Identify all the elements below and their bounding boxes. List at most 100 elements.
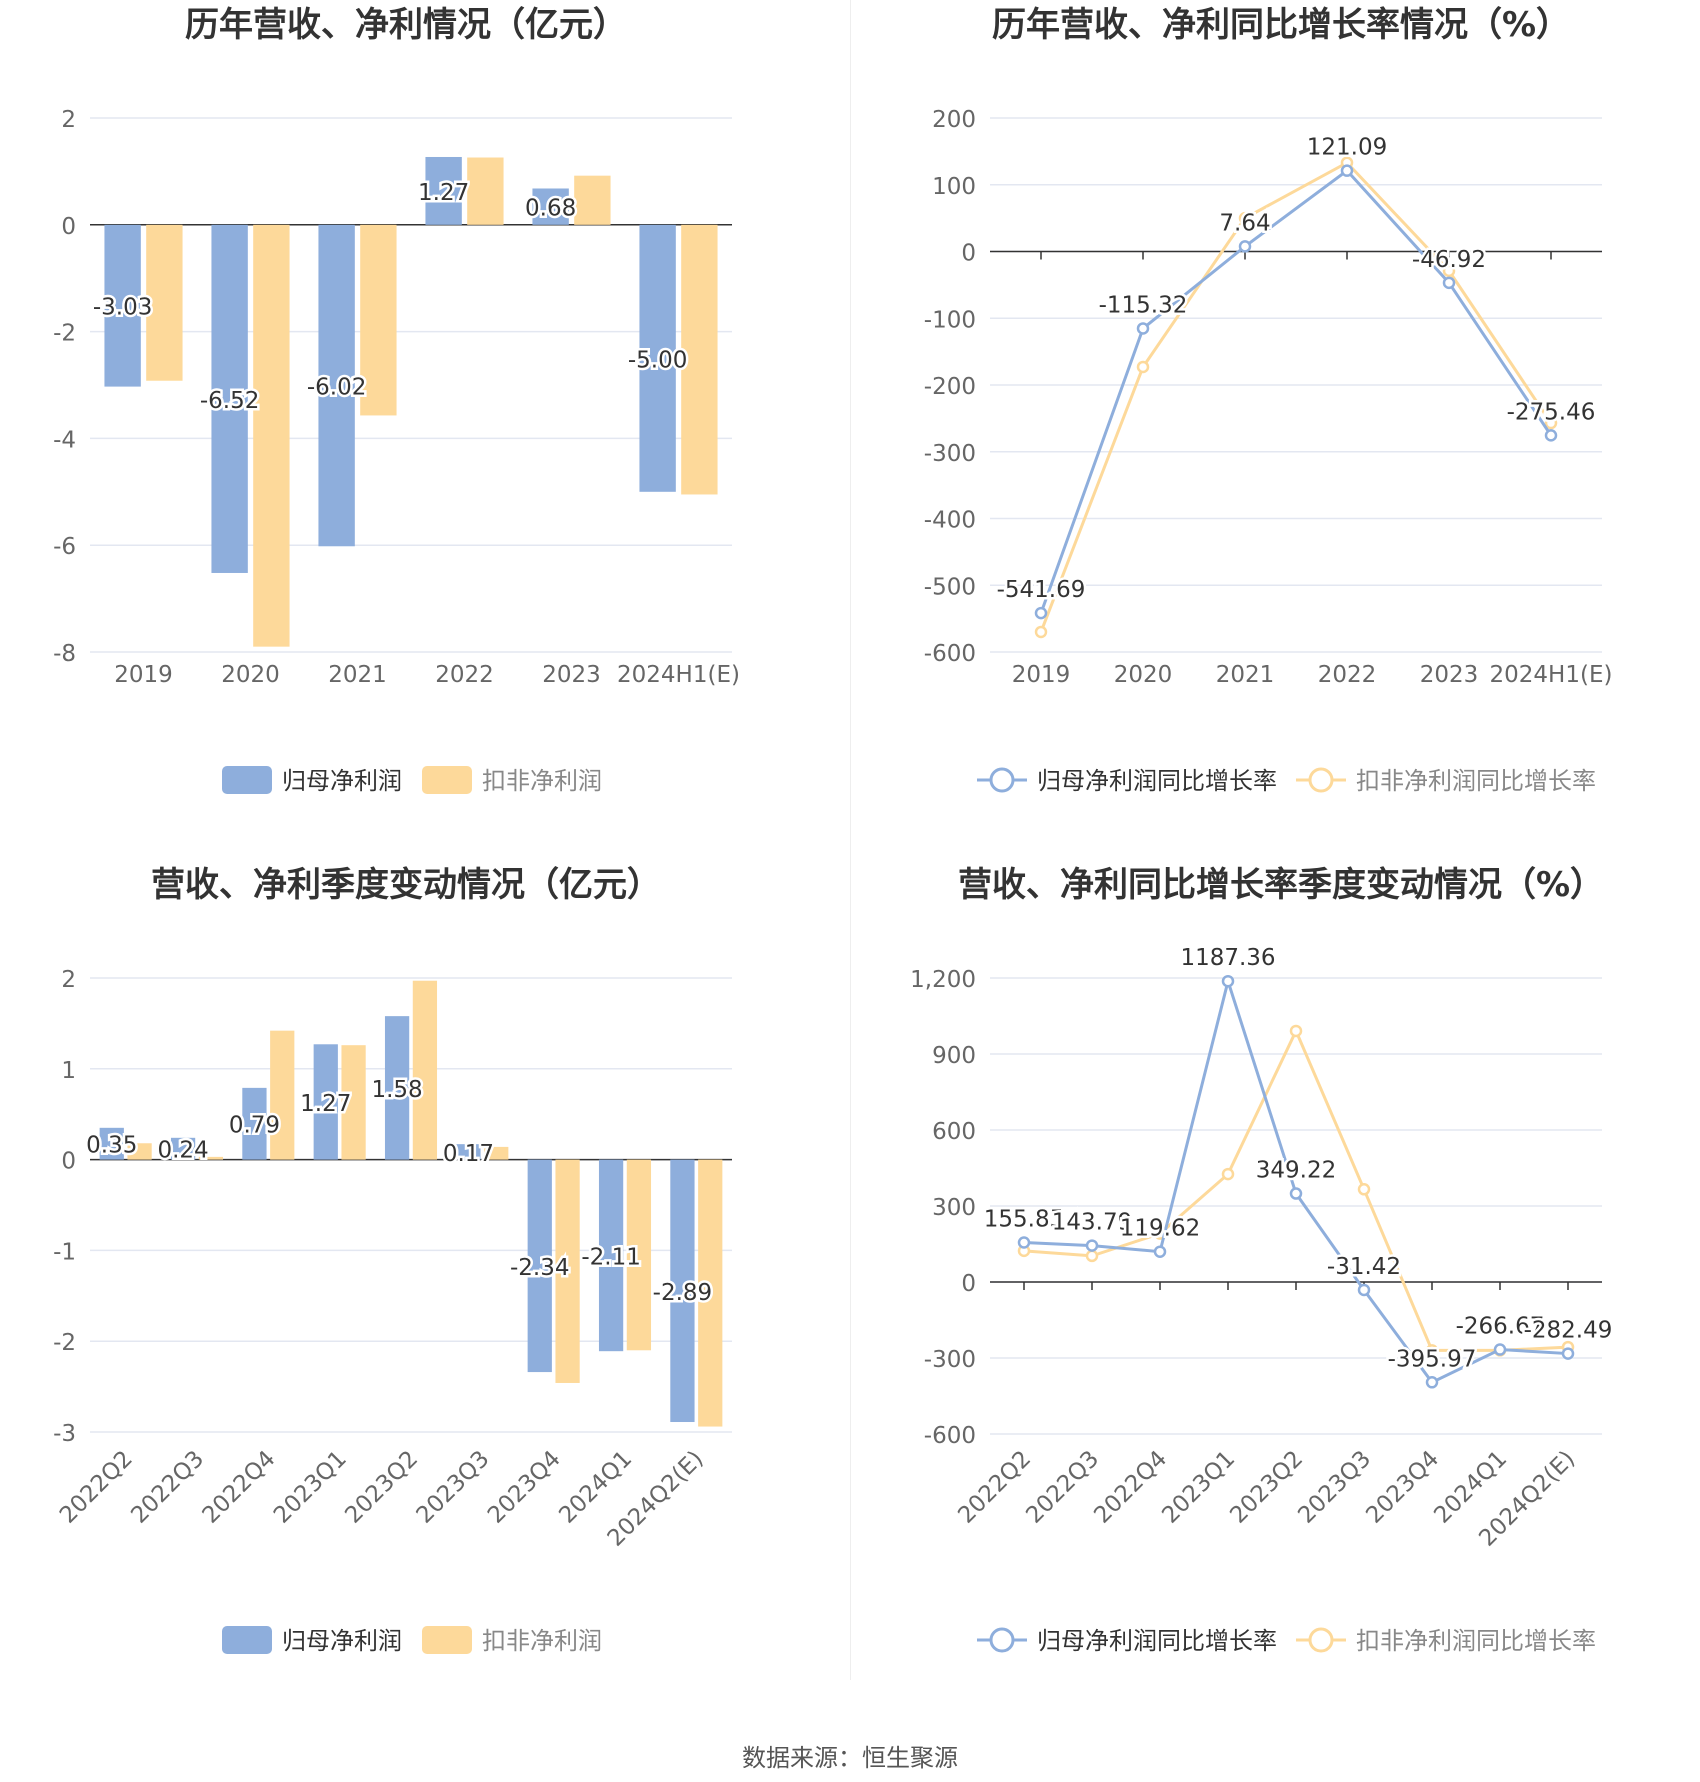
bar <box>456 1144 481 1160</box>
series-point <box>1238 240 1252 253</box>
y-tick-label: 2 <box>61 107 76 133</box>
bar <box>242 1087 267 1160</box>
bar <box>384 1016 410 1160</box>
x-tick-label: 2020 <box>221 662 280 688</box>
x-tick-label: 2024H1(E) <box>617 662 740 688</box>
plot-group: 历年营收、净利同比增长率情况（%） 200 100 0 -100 -200 -300 -400… <box>924 5 1613 795</box>
x-tick-label: 2023Q2 <box>340 1446 423 1529</box>
data-label: 349.22 <box>1256 1158 1336 1184</box>
y-tick-label: 300 <box>932 1195 976 1221</box>
bar <box>670 1159 695 1423</box>
y-tick-label: -8 <box>53 641 76 667</box>
legend-label: 归母净利润 <box>282 1627 402 1655</box>
series-point <box>1493 1343 1507 1356</box>
x-tick-label: 2023 <box>1420 662 1479 688</box>
bar <box>555 1159 580 1383</box>
series-point <box>1425 1344 1439 1357</box>
y-tick-label: -6 <box>53 534 76 560</box>
plot-group: 营收、净利季度变动情况（亿元） 2 1 0 -1 -2 -32022Q22022Q32022… <box>53 865 732 1655</box>
x-tick-label: 2022 <box>1318 662 1377 688</box>
panel-divider <box>850 0 851 1680</box>
x-tick-label: 2023Q4 <box>1361 1446 1444 1529</box>
series-point <box>1034 625 1048 639</box>
series-point <box>1561 1347 1575 1360</box>
series-point <box>1544 429 1558 442</box>
legend-marker <box>989 767 1015 793</box>
bar <box>360 224 397 416</box>
x-tick-label: 2022Q2 <box>55 1446 138 1529</box>
series-point <box>1340 164 1354 177</box>
y-tick-label: 900 <box>932 1043 976 1069</box>
y-tick-label: 2 <box>61 967 76 993</box>
legend-label: 归母净利润 <box>282 767 402 795</box>
data-label: -541.69 <box>997 577 1086 603</box>
x-tick-label: 2023Q1 <box>269 1446 352 1529</box>
bar <box>467 157 504 225</box>
series-point <box>1357 1283 1371 1297</box>
data-label: 0.17 <box>443 1141 494 1167</box>
series-line <box>1039 160 1553 633</box>
chart-title: 历年营收、净利情况（亿元） <box>185 5 627 45</box>
y-tick-label: -600 <box>924 641 976 667</box>
series-line <box>1039 168 1553 614</box>
bar <box>639 224 676 492</box>
x-tick-label: 2022Q2 <box>953 1446 1036 1529</box>
bar <box>698 1159 723 1427</box>
data-label: 7.64 <box>1219 210 1270 236</box>
series-point <box>1136 322 1150 335</box>
chart-quarterly-profit: 营收、净利季度变动情况（亿元） 2 1 0 -1 -2 -3 2022Q2 2022Q3 2022… <box>0 860 850 1720</box>
chart-title: 营收、净利同比增长率季度变动情况（%） <box>958 865 1604 905</box>
bar <box>146 224 183 381</box>
plot-group: 历年营收、净利情况（亿元） 2 0 -2 -4 -6 -8 2019 2020 2021 2022 2… <box>53 5 740 795</box>
y-tick-label: 0 <box>61 214 76 240</box>
y-tick-label: -100 <box>924 307 976 333</box>
x-tick-label: 2022Q4 <box>198 1446 281 1529</box>
series-point <box>1221 1167 1235 1181</box>
data-label: -2.89 <box>653 1280 713 1306</box>
x-tick-label: 2023Q3 <box>412 1446 495 1529</box>
data-label: 155.85 <box>984 1207 1064 1233</box>
data-label: -266.67 <box>1456 1314 1545 1340</box>
legend-label: 扣非净利润 <box>482 1627 602 1655</box>
data-label: -115.32 <box>1099 292 1188 318</box>
data-label: -395.97 <box>1388 1346 1477 1372</box>
data-label: 0.68 <box>525 196 576 222</box>
data-label: 1.27 <box>418 180 469 206</box>
legend-marker <box>989 1627 1015 1653</box>
bar <box>341 1045 366 1160</box>
data-label: 1.27 <box>300 1091 351 1117</box>
y-tick-label: 600 <box>932 1119 976 1145</box>
bar <box>99 1127 124 1160</box>
data-label: 0.79 <box>229 1113 280 1139</box>
data-label: -2.34 <box>510 1255 570 1281</box>
legend-label: 扣非净利润同比增长率 <box>1356 1627 1596 1655</box>
chart-annual-growth-svg: 历年营收、净利同比增长率情况（%） 200 100 0 -100 -200 -300 -400… <box>924 5 1613 795</box>
series-point <box>1442 276 1456 290</box>
series-point <box>1544 416 1558 430</box>
x-tick-label: 2019 <box>114 662 173 688</box>
chart-annual-profit-svg: 历年营收、净利情况（亿元） 2 0 -2 -4 -6 -8 2019 2020 2021 2022 2… <box>53 5 740 795</box>
data-label: 119.62 <box>1120 1216 1200 1242</box>
bar <box>425 156 462 225</box>
series-point <box>1238 211 1252 225</box>
legend-marker <box>1308 767 1334 793</box>
series-point <box>1357 1183 1371 1196</box>
legend-swatch <box>222 1626 272 1654</box>
x-tick-label: 2023Q2 <box>1225 1446 1308 1529</box>
data-label: 0.24 <box>157 1138 208 1164</box>
bar <box>198 1156 224 1160</box>
x-tick-label: 2021 <box>328 662 387 688</box>
y-tick-label: 0 <box>961 241 976 267</box>
legend-marker <box>1308 1627 1334 1653</box>
y-tick-label: -4 <box>53 427 76 453</box>
y-tick-label: 1,200 <box>910 967 976 993</box>
data-source-value: 恒生聚源 <box>862 1744 958 1772</box>
y-tick-label: 200 <box>932 107 976 133</box>
bar <box>253 224 290 647</box>
y-tick-label: -400 <box>924 508 976 534</box>
chart-title: 营收、净利季度变动情况（亿元） <box>151 865 661 905</box>
bar <box>270 1030 295 1160</box>
chart-title: 历年营收、净利同比增长率情况（%） <box>992 5 1570 45</box>
y-tick-label: -600 <box>924 1423 976 1449</box>
y-tick-label: -200 <box>924 374 976 400</box>
